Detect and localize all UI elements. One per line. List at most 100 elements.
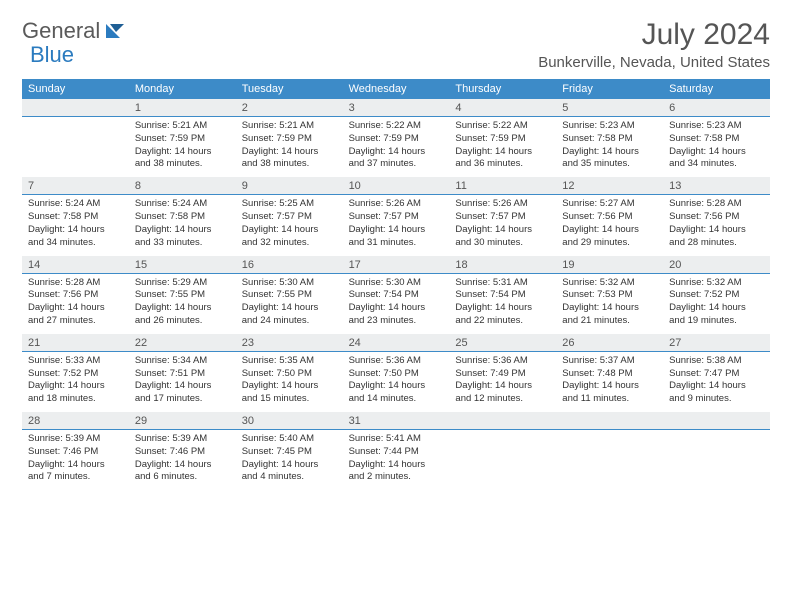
- cell-body: Sunrise: 5:24 AMSunset: 7:58 PMDaylight:…: [22, 195, 129, 255]
- sunset-text: Sunset: 7:52 PM: [669, 289, 764, 302]
- day-number: 31: [343, 412, 450, 430]
- sunrise-text: Sunrise: 5:39 AM: [28, 433, 123, 446]
- day-number: 22: [129, 334, 236, 352]
- cell-body: Sunrise: 5:41 AMSunset: 7:44 PMDaylight:…: [343, 430, 450, 490]
- daylight-text: Daylight: 14 hours and 36 minutes.: [455, 146, 550, 172]
- cell-body: [449, 430, 556, 486]
- day-number: 28: [22, 412, 129, 430]
- sunrise-text: Sunrise: 5:34 AM: [135, 355, 230, 368]
- day-number: 19: [556, 256, 663, 274]
- cell-body: Sunrise: 5:39 AMSunset: 7:46 PMDaylight:…: [129, 430, 236, 490]
- sunrise-text: Sunrise: 5:32 AM: [562, 277, 657, 290]
- cell-body: Sunrise: 5:35 AMSunset: 7:50 PMDaylight:…: [236, 352, 343, 412]
- sunrise-text: Sunrise: 5:32 AM: [669, 277, 764, 290]
- calendar-cell: 28Sunrise: 5:39 AMSunset: 7:46 PMDayligh…: [22, 412, 129, 490]
- page-header: General July 2024 Bunkerville, Nevada, U…: [22, 18, 770, 71]
- sunrise-text: Sunrise: 5:39 AM: [135, 433, 230, 446]
- sunset-text: Sunset: 7:46 PM: [135, 446, 230, 459]
- daylight-text: Daylight: 14 hours and 6 minutes.: [135, 459, 230, 485]
- calendar-cell: 6Sunrise: 5:23 AMSunset: 7:58 PMDaylight…: [663, 99, 770, 177]
- daylight-text: Daylight: 14 hours and 26 minutes.: [135, 302, 230, 328]
- sunset-text: Sunset: 7:55 PM: [242, 289, 337, 302]
- daylight-text: Daylight: 14 hours and 19 minutes.: [669, 302, 764, 328]
- calendar-cell: 17Sunrise: 5:30 AMSunset: 7:54 PMDayligh…: [343, 256, 450, 334]
- sunrise-text: Sunrise: 5:28 AM: [28, 277, 123, 290]
- day-header-row: SundayMondayTuesdayWednesdayThursdayFrid…: [22, 79, 770, 99]
- sunset-text: Sunset: 7:56 PM: [562, 211, 657, 224]
- calendar-cell: 5Sunrise: 5:23 AMSunset: 7:58 PMDaylight…: [556, 99, 663, 177]
- sunrise-text: Sunrise: 5:21 AM: [135, 120, 230, 133]
- calendar-cell: 15Sunrise: 5:29 AMSunset: 7:55 PMDayligh…: [129, 256, 236, 334]
- cell-body: Sunrise: 5:34 AMSunset: 7:51 PMDaylight:…: [129, 352, 236, 412]
- daylight-text: Daylight: 14 hours and 15 minutes.: [242, 380, 337, 406]
- sunset-text: Sunset: 7:47 PM: [669, 368, 764, 381]
- day-number: 17: [343, 256, 450, 274]
- day-number: 21: [22, 334, 129, 352]
- cell-body: Sunrise: 5:23 AMSunset: 7:58 PMDaylight:…: [663, 117, 770, 177]
- cell-body: Sunrise: 5:22 AMSunset: 7:59 PMDaylight:…: [449, 117, 556, 177]
- cell-body: [556, 430, 663, 486]
- day-header: Saturday: [663, 79, 770, 99]
- sunset-text: Sunset: 7:58 PM: [669, 133, 764, 146]
- sunrise-text: Sunrise: 5:36 AM: [349, 355, 444, 368]
- sunset-text: Sunset: 7:59 PM: [349, 133, 444, 146]
- calendar-cell: 4Sunrise: 5:22 AMSunset: 7:59 PMDaylight…: [449, 99, 556, 177]
- logo-text-general: General: [22, 18, 100, 44]
- day-number: [663, 412, 770, 430]
- calendar-cell: 27Sunrise: 5:38 AMSunset: 7:47 PMDayligh…: [663, 334, 770, 412]
- sunrise-text: Sunrise: 5:24 AM: [135, 198, 230, 211]
- calendar-cell: [22, 99, 129, 177]
- sunrise-text: Sunrise: 5:37 AM: [562, 355, 657, 368]
- sunset-text: Sunset: 7:44 PM: [349, 446, 444, 459]
- cell-body: Sunrise: 5:26 AMSunset: 7:57 PMDaylight:…: [449, 195, 556, 255]
- cell-body: Sunrise: 5:36 AMSunset: 7:49 PMDaylight:…: [449, 352, 556, 412]
- daylight-text: Daylight: 14 hours and 22 minutes.: [455, 302, 550, 328]
- sunrise-text: Sunrise: 5:40 AM: [242, 433, 337, 446]
- sunrise-text: Sunrise: 5:22 AM: [349, 120, 444, 133]
- month-title: July 2024: [538, 18, 770, 52]
- calendar-cell: 31Sunrise: 5:41 AMSunset: 7:44 PMDayligh…: [343, 412, 450, 490]
- day-number: [449, 412, 556, 430]
- week-row: 14Sunrise: 5:28 AMSunset: 7:56 PMDayligh…: [22, 256, 770, 334]
- daylight-text: Daylight: 14 hours and 9 minutes.: [669, 380, 764, 406]
- calendar-cell: 23Sunrise: 5:35 AMSunset: 7:50 PMDayligh…: [236, 334, 343, 412]
- cell-body: Sunrise: 5:24 AMSunset: 7:58 PMDaylight:…: [129, 195, 236, 255]
- sunset-text: Sunset: 7:56 PM: [28, 289, 123, 302]
- sunset-text: Sunset: 7:56 PM: [669, 211, 764, 224]
- day-number: 30: [236, 412, 343, 430]
- day-number: 23: [236, 334, 343, 352]
- day-number: 8: [129, 177, 236, 195]
- daylight-text: Daylight: 14 hours and 32 minutes.: [242, 224, 337, 250]
- day-header: Tuesday: [236, 79, 343, 99]
- sunset-text: Sunset: 7:52 PM: [28, 368, 123, 381]
- day-number: 18: [449, 256, 556, 274]
- cell-body: Sunrise: 5:36 AMSunset: 7:50 PMDaylight:…: [343, 352, 450, 412]
- calendar-cell: 22Sunrise: 5:34 AMSunset: 7:51 PMDayligh…: [129, 334, 236, 412]
- title-block: July 2024 Bunkerville, Nevada, United St…: [538, 18, 770, 71]
- sunrise-text: Sunrise: 5:24 AM: [28, 198, 123, 211]
- cell-body: Sunrise: 5:28 AMSunset: 7:56 PMDaylight:…: [22, 274, 129, 334]
- cell-body: Sunrise: 5:27 AMSunset: 7:56 PMDaylight:…: [556, 195, 663, 255]
- calendar-cell: 26Sunrise: 5:37 AMSunset: 7:48 PMDayligh…: [556, 334, 663, 412]
- sunset-text: Sunset: 7:50 PM: [242, 368, 337, 381]
- cell-body: Sunrise: 5:29 AMSunset: 7:55 PMDaylight:…: [129, 274, 236, 334]
- day-number: 6: [663, 99, 770, 117]
- sunrise-text: Sunrise: 5:22 AM: [455, 120, 550, 133]
- sunrise-text: Sunrise: 5:35 AM: [242, 355, 337, 368]
- daylight-text: Daylight: 14 hours and 38 minutes.: [242, 146, 337, 172]
- week-row: 1Sunrise: 5:21 AMSunset: 7:59 PMDaylight…: [22, 99, 770, 177]
- cell-body: Sunrise: 5:21 AMSunset: 7:59 PMDaylight:…: [236, 117, 343, 177]
- sunrise-text: Sunrise: 5:30 AM: [349, 277, 444, 290]
- weeks-container: 1Sunrise: 5:21 AMSunset: 7:59 PMDaylight…: [22, 99, 770, 490]
- calendar-cell: 12Sunrise: 5:27 AMSunset: 7:56 PMDayligh…: [556, 177, 663, 255]
- day-number: 12: [556, 177, 663, 195]
- cell-body: Sunrise: 5:28 AMSunset: 7:56 PMDaylight:…: [663, 195, 770, 255]
- cell-body: Sunrise: 5:39 AMSunset: 7:46 PMDaylight:…: [22, 430, 129, 490]
- sunset-text: Sunset: 7:57 PM: [242, 211, 337, 224]
- calendar-cell: 25Sunrise: 5:36 AMSunset: 7:49 PMDayligh…: [449, 334, 556, 412]
- daylight-text: Daylight: 14 hours and 23 minutes.: [349, 302, 444, 328]
- daylight-text: Daylight: 14 hours and 37 minutes.: [349, 146, 444, 172]
- day-header: Wednesday: [343, 79, 450, 99]
- sunset-text: Sunset: 7:49 PM: [455, 368, 550, 381]
- calendar-cell: 19Sunrise: 5:32 AMSunset: 7:53 PMDayligh…: [556, 256, 663, 334]
